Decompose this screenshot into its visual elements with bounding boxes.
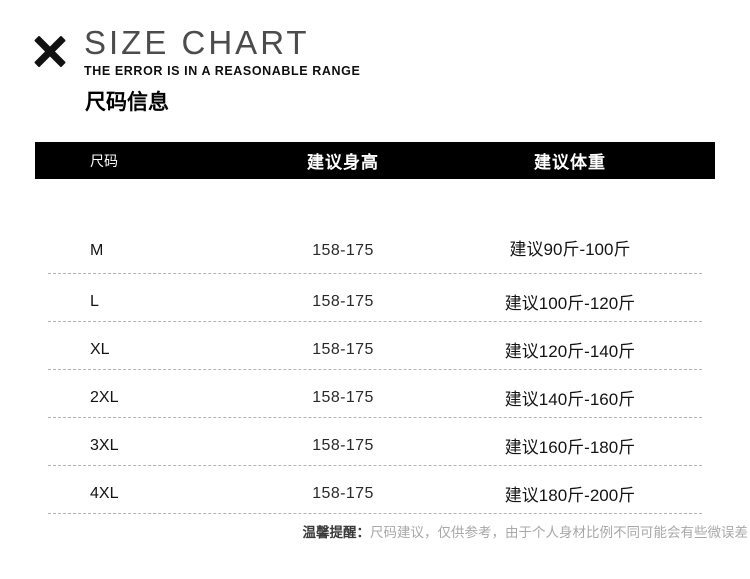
brand-logo: SIZE CHART THE ERROR IS IN A REASONABLE … <box>33 24 361 78</box>
reminder-note-label: 温馨提醒： <box>302 525 371 540</box>
cell-height: 158-175 <box>312 484 374 502</box>
cell-size: 2XL <box>90 388 119 406</box>
brand-title: SIZE CHART <box>84 24 310 61</box>
header-size: 尺码 <box>90 152 118 169</box>
cell-weight: 建议90斤-100斤 <box>509 240 631 259</box>
table-row: L 158-175 建议100斤-120斤 <box>48 274 702 322</box>
cell-size: 3XL <box>90 436 119 454</box>
brand-subtitle: THE ERROR IS IN A REASONABLE RANGE <box>84 63 361 78</box>
cell-height: 158-175 <box>312 292 374 310</box>
cell-weight: 建议100斤-120斤 <box>504 294 636 313</box>
section-title: 尺码信息 <box>85 91 169 114</box>
header-weight: 建议体重 <box>534 153 606 172</box>
size-chart-table: 尺码 建议身高 建议体重 M 158-175 建议90斤-100斤 L 158-… <box>35 142 715 514</box>
table-row: M 158-175 建议90斤-100斤 <box>48 179 702 274</box>
cell-height: 158-175 <box>312 340 374 358</box>
brand-text-block: SIZE CHART THE ERROR IS IN A REASONABLE … <box>84 24 361 78</box>
cell-weight: 建议180斤-200斤 <box>504 486 636 505</box>
table-row: XL 158-175 建议120斤-140斤 <box>48 322 702 370</box>
header-height: 建议身高 <box>307 153 379 172</box>
cell-weight: 建议120斤-140斤 <box>504 342 636 361</box>
reminder-note-text: 尺码建议，仅供参考，由于个人身材比例不同可能会有些微误差 <box>370 525 748 540</box>
table-row: 4XL 158-175 建议180斤-200斤 <box>48 466 702 514</box>
table-body: M 158-175 建议90斤-100斤 L 158-175 建议100斤-12… <box>35 179 715 514</box>
cell-size: 4XL <box>90 484 119 502</box>
table-row: 3XL 158-175 建议160斤-180斤 <box>48 418 702 466</box>
cell-weight: 建议160斤-180斤 <box>504 438 636 457</box>
table-row: 2XL 158-175 建议140斤-160斤 <box>48 370 702 418</box>
cell-height: 158-175 <box>312 388 374 406</box>
reminder-note: 温馨提醒：尺码建议，仅供参考，由于个人身材比例不同可能会有些微误差 <box>303 521 749 541</box>
cell-size: L <box>90 292 99 310</box>
cell-size: M <box>90 242 104 259</box>
x-mark-icon <box>33 34 67 68</box>
cell-size: XL <box>90 340 110 358</box>
cell-height: 158-175 <box>312 242 374 259</box>
cell-height: 158-175 <box>312 436 374 454</box>
table-header-row: 尺码 建议身高 建议体重 <box>35 142 715 179</box>
cell-weight: 建议140斤-160斤 <box>504 390 636 409</box>
